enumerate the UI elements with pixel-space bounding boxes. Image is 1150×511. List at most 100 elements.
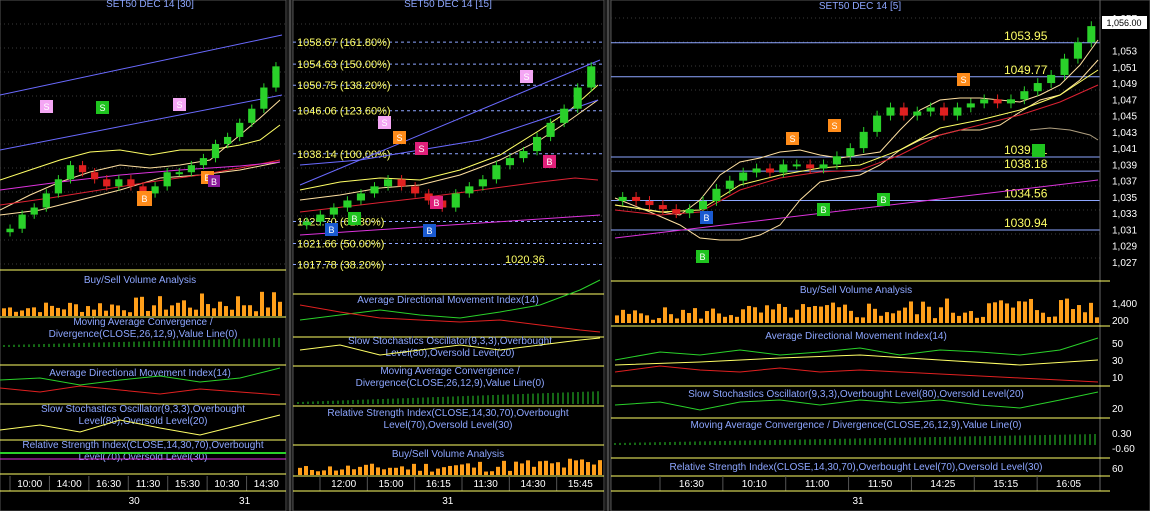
candle-body [66,165,75,180]
candle-body [1033,83,1042,92]
price-axis-label: 1,037 [1112,177,1137,188]
indicator-title-stochastics: Slow Stochastics Oscillator(9,3,3),Overb… [688,389,1024,400]
volume-bar [927,306,931,323]
volume-bar [1095,317,1099,323]
candle-body [913,111,922,116]
volume-bar [478,461,482,475]
volume-bar [1071,309,1075,323]
volume-bar [639,313,643,323]
sell-signal-label: S [960,75,966,85]
time-tick-label: 16:30 [679,479,704,490]
last-price-label: 1,056.00 [1106,18,1141,28]
volume-bar [765,305,769,323]
volume-bar [933,318,937,323]
volume-bar [98,303,102,316]
indicator-title-adx: Average Directional Movement Index(14) [765,331,947,342]
level-label: 1049.77 [1004,63,1048,77]
candle-body [329,207,338,215]
candle-body [6,228,14,233]
volume-bar [963,312,967,323]
volume-bar [526,460,530,475]
stochastic-line [0,414,281,436]
volume-bar [1023,301,1027,323]
indicator-title-macd: Moving Average Convergence / Divergence(… [355,366,545,389]
volume-bar [128,312,132,316]
time-tick-label: 14:00 [57,479,82,490]
fib-level-label: 1038.14 (100.00%) [297,149,391,161]
candle-body [560,108,569,123]
adx-minus-line [299,304,601,333]
volume-bar [254,311,258,316]
volume-bar [182,300,186,316]
volume-bar [975,317,979,323]
volume-bar [218,301,222,316]
candle-body [163,172,171,187]
volume-bar [164,309,168,316]
candle-body [980,99,989,104]
macd-axis-label: 0.30 [1112,429,1132,440]
volume-bar [352,469,356,475]
volume-bar [80,311,84,316]
indicator-title-macd: Moving Average Convergence / Divergence(… [48,317,238,340]
candle-body [672,209,681,214]
volume-bar [430,471,434,475]
candle-body [115,179,123,187]
volume-bar [334,470,338,475]
time-tick-label: 16:05 [1056,479,1081,490]
price-axis: 1,0571,0531,0511,0491,0471,0451,0431,041… [1099,0,1137,491]
candle-body [127,179,135,187]
buy-signal-label: B [703,213,709,223]
fib-level-label: 1054.63 (150.00%) [297,59,391,71]
candle-body [465,186,474,194]
candle-body [765,168,774,173]
volume-bar [448,465,452,475]
chart-panel-5min[interactable]: SET50 DEC 14 [5] 1053.951049.771039.9110… [610,0,1150,511]
candle-body [370,186,379,194]
candle-body [1006,99,1015,104]
volume-bar [466,463,470,475]
volume-bar [825,305,829,323]
last-price-marker [1102,16,1147,29]
candle-body [103,179,111,187]
chart-panel-30min[interactable]: SET50 DEC 14 [30] S S S B B B [0,0,287,511]
volume-bar [669,314,673,323]
candle-body [30,207,38,215]
volume-bar [248,305,252,316]
sell-signal-label: S [381,118,387,128]
adx-minus-line [614,365,1099,383]
volume-bar [819,306,823,323]
buy-signal-label: B [433,198,439,208]
volume-bar [681,309,685,323]
candle-body [451,193,460,208]
price-axis-label: 1,043 [1112,128,1137,139]
price-axis-label: 1,029 [1112,242,1137,253]
sell-signal-label: S [99,103,105,113]
candle-body [492,165,501,180]
volume-bars [2,291,282,316]
adx-axis-label: 50 [1112,339,1124,350]
stochastic-axis-label: 20 [1112,404,1124,415]
candle-body [424,193,433,201]
adx-axis-label: 10 [1112,373,1124,384]
time-tick-label: 10:10 [742,479,767,490]
adx-line [614,354,1099,366]
rsi-axis-label: 60 [1112,464,1124,475]
chart-panel-15min[interactable]: SET50 DEC 14 [15] 1058.67 (161.80%) 1054.… [292,0,605,511]
buy-signal-label: B [820,205,826,215]
time-tick-label: 11:30 [136,479,161,490]
volume-bar [376,467,380,475]
volume-bar [897,310,901,323]
volume-bar [861,317,865,323]
candle-body [302,221,311,226]
candle-body [478,179,487,187]
price-axis-label: 1,045 [1112,112,1137,123]
volume-bar [140,296,144,316]
volume-bar [651,319,655,323]
volume-bar [807,307,811,323]
volume-bar [266,307,270,316]
volume-bar [795,309,799,323]
level-label: 1038.18 [1004,157,1048,171]
volume-bar [26,308,30,316]
volume-axis-label: 200 [1112,316,1129,327]
